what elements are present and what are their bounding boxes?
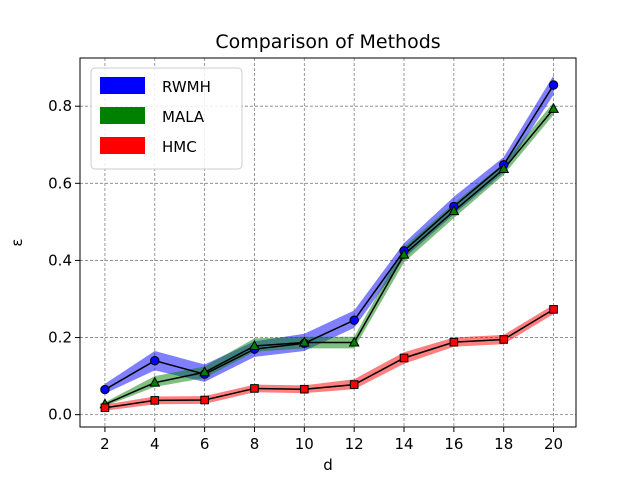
data-points — [99, 80, 560, 413]
rwmh-point — [548, 80, 559, 90]
mala-point — [498, 162, 510, 174]
hmc-point — [250, 384, 259, 393]
hmc-point — [399, 353, 409, 363]
hmc-point — [150, 396, 160, 405]
x-tick-label: 8 — [250, 435, 260, 453]
y-axis-label: ε — [8, 238, 26, 246]
hmc-point — [100, 403, 110, 413]
mala-point — [149, 376, 161, 387]
rwmh-point — [349, 315, 359, 325]
legend-label-rwmh: RWMH — [162, 78, 211, 96]
chart-title: Comparison of Methods — [215, 31, 440, 53]
hmc-point — [449, 337, 459, 347]
x-tick-label: 12 — [345, 435, 364, 453]
hmc-point — [549, 305, 558, 314]
mala-point — [199, 366, 211, 377]
mala-point — [249, 339, 260, 351]
hmc-band — [104, 304, 554, 411]
hmc-line — [104, 308, 554, 409]
x-tick-label: 10 — [295, 435, 314, 453]
mala-point — [398, 248, 410, 259]
rwmh-point — [100, 384, 110, 395]
legend-swatch-mala — [100, 107, 145, 124]
y-tick-label: 0.0 — [48, 406, 72, 424]
y-tick-label: 0.4 — [48, 251, 72, 269]
hmc-point — [499, 335, 509, 344]
x-tick-label: 4 — [150, 435, 160, 453]
series-lines — [104, 84, 555, 409]
rwmh-line — [104, 84, 555, 391]
x-tick-label: 16 — [444, 435, 463, 453]
x-tick-label: 6 — [200, 435, 210, 453]
legend-swatch-rwmh — [100, 77, 145, 94]
x-axis-label: d — [323, 456, 333, 474]
x-tick-label: 2 — [100, 435, 110, 453]
mala-point — [448, 205, 460, 216]
rwmh-band — [104, 75, 554, 394]
y-tick-label: 0.6 — [48, 174, 72, 192]
legend-label-mala: MALA — [162, 108, 205, 126]
mala-line — [104, 108, 555, 405]
axis-ticks: 2 4 6 8 10 12 14 16 18 20 0.0 0.2 0.4 0.6 0.8 — [48, 97, 563, 453]
hmc-point — [300, 384, 309, 394]
mala-point — [348, 336, 360, 347]
y-tick-label: 0.2 — [48, 329, 72, 347]
mala-point — [298, 336, 310, 347]
plot-frame — [79, 57, 577, 428]
x-tick-label: 18 — [494, 435, 513, 453]
mala-band — [104, 102, 554, 407]
legend-label-hmc: HMC — [162, 138, 197, 156]
y-tick-label: 0.8 — [48, 97, 72, 115]
legend: RWMH MALA HMC — [90, 67, 243, 170]
hmc-point — [200, 395, 209, 405]
mala-point — [548, 102, 560, 113]
x-tick-label: 20 — [544, 435, 563, 453]
rwmh-point — [150, 355, 160, 366]
confidence-bands — [104, 75, 554, 411]
hmc-point — [349, 380, 359, 389]
x-tick-label: 14 — [394, 435, 413, 453]
legend-swatch-hmc — [100, 137, 145, 154]
